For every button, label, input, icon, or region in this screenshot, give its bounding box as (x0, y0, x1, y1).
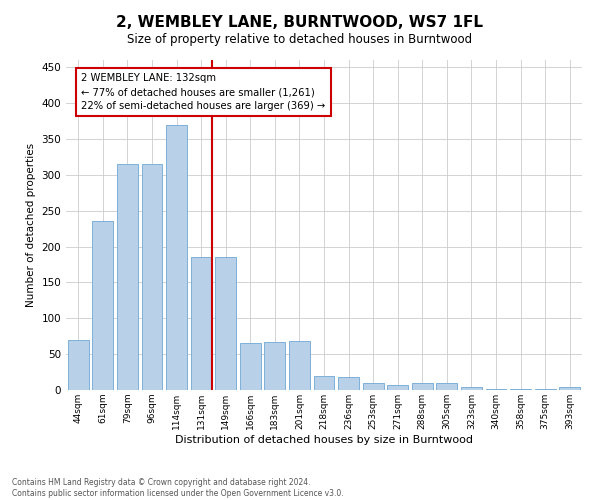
Y-axis label: Number of detached properties: Number of detached properties (26, 143, 36, 307)
Bar (289, 341, 310, 390)
Bar (510, 388, 531, 390)
Text: Size of property relative to detached houses in Burntwood: Size of property relative to detached ho… (127, 32, 473, 46)
Bar (240, 344, 261, 390)
Bar (485, 388, 506, 390)
Bar (92, 222, 113, 390)
Bar (412, 383, 433, 390)
Bar (215, 258, 236, 390)
Text: 2, WEMBLEY LANE, BURNTWOOD, WS7 1FL: 2, WEMBLEY LANE, BURNTWOOD, WS7 1FL (116, 15, 484, 30)
Bar (387, 385, 408, 390)
Text: 2 WEMBLEY LANE: 132sqm
← 77% of detached houses are smaller (1,261)
22% of semi-: 2 WEMBLEY LANE: 132sqm ← 77% of detached… (82, 73, 326, 111)
Bar (191, 258, 212, 390)
Bar (68, 340, 89, 390)
Bar (338, 377, 359, 390)
Bar (461, 387, 482, 390)
Bar (314, 376, 334, 390)
Text: Contains HM Land Registry data © Crown copyright and database right 2024.
Contai: Contains HM Land Registry data © Crown c… (12, 478, 344, 498)
Bar (166, 124, 187, 390)
Bar (265, 342, 286, 390)
Bar (142, 164, 163, 390)
Bar (362, 383, 383, 390)
Bar (436, 383, 457, 390)
Bar (535, 388, 556, 390)
X-axis label: Distribution of detached houses by size in Burntwood: Distribution of detached houses by size … (175, 434, 473, 444)
Bar (559, 387, 580, 390)
Bar (117, 164, 138, 390)
